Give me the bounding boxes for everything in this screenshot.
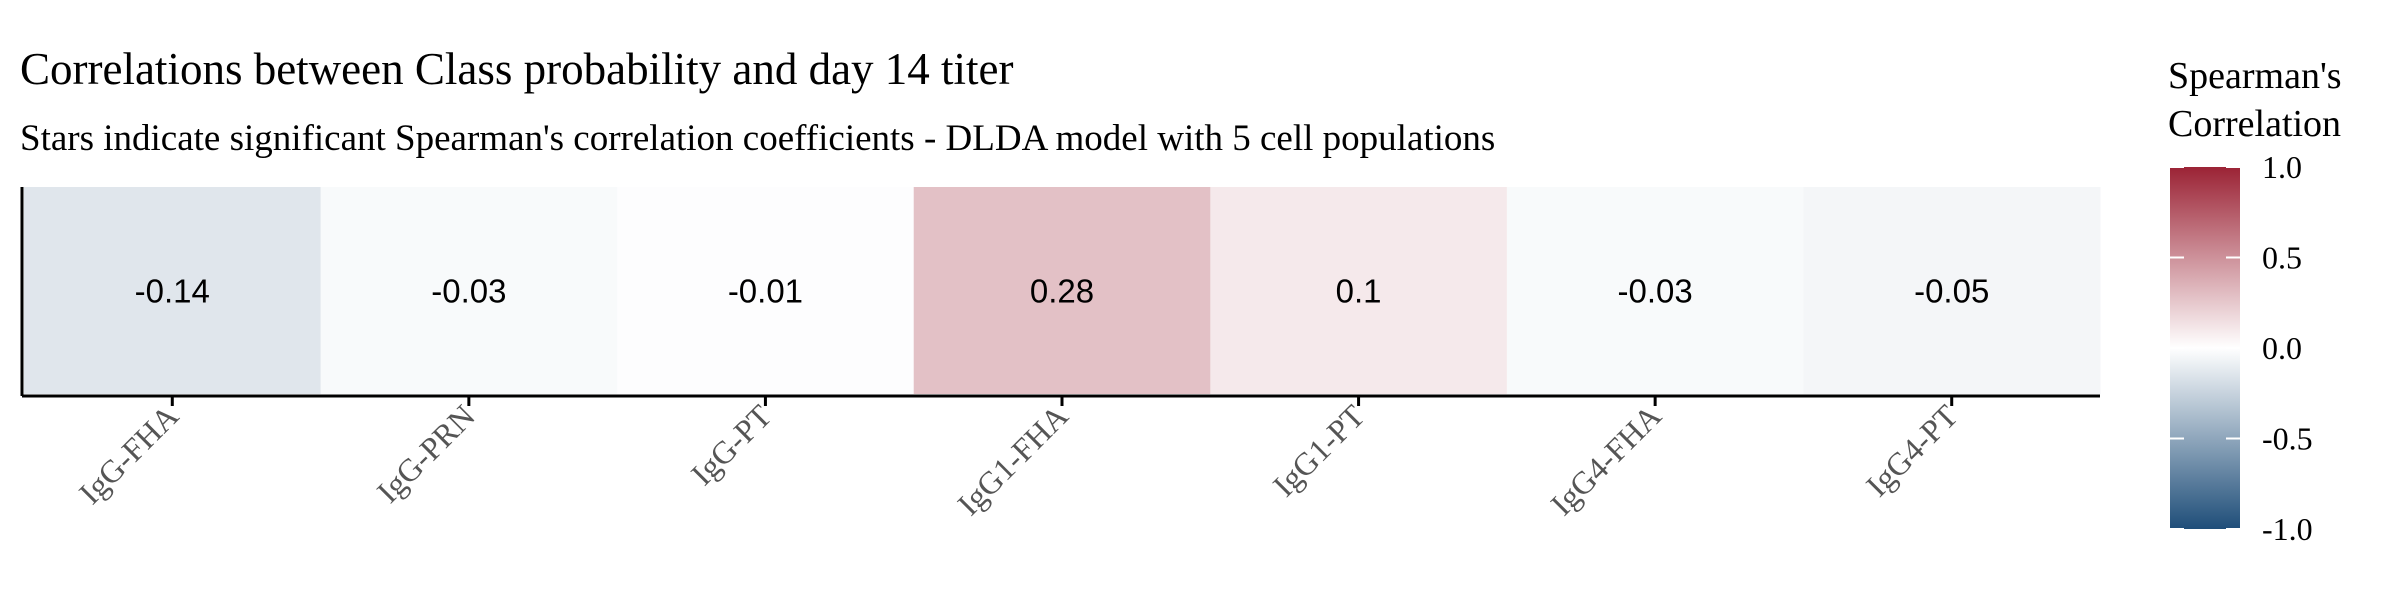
legend-tick-label: 0.0 bbox=[2262, 330, 2302, 366]
cell-value-label: -0.03 bbox=[431, 273, 506, 310]
legend-tick-label: -1.0 bbox=[2262, 511, 2313, 547]
cell-value-label: 0.1 bbox=[1336, 273, 1382, 310]
legend-ticks: 1.0 0.5 0.0 -0.5 -1.0 bbox=[2170, 149, 2313, 547]
heatmap-tile bbox=[1803, 187, 2101, 394]
cell-value-label: -0.03 bbox=[1618, 273, 1693, 310]
heatmap-tile bbox=[913, 187, 1211, 394]
heatmap-tiles bbox=[24, 187, 2101, 394]
x-axis-labels: IgG-FHA IgG-PRN IgG-PT IgG1-FHA IgG1-PT IgG4-… bbox=[72, 397, 1965, 522]
x-tick-label: IgG4-FHA bbox=[1543, 397, 1668, 522]
x-tick-label: IgG1-PT bbox=[1266, 397, 1372, 503]
x-axis-ticks bbox=[170, 396, 1954, 406]
cell-value-label: 0.28 bbox=[1030, 273, 1094, 310]
x-tick-label: IgG4-PT bbox=[1859, 397, 1965, 503]
legend-title-line1: Spearman's bbox=[2168, 55, 2342, 97]
legend-tick-label: -0.5 bbox=[2262, 421, 2313, 457]
legend-title-line2: Correlation bbox=[2168, 103, 2341, 145]
x-tick-label: IgG-PRN bbox=[370, 397, 482, 509]
heatmap-tile bbox=[24, 187, 322, 394]
legend-tick-label: 0.5 bbox=[2262, 240, 2302, 276]
x-tick-label: IgG1-FHA bbox=[950, 397, 1075, 522]
cell-value-labels: -0.14 -0.03 -0.01 0.28 0.1 -0.03 -0.05 bbox=[135, 273, 1990, 310]
x-tick-label: IgG-FHA bbox=[72, 397, 185, 510]
x-tick-label: IgG-PT bbox=[684, 397, 779, 492]
legend-tick-label: 1.0 bbox=[2262, 149, 2302, 185]
heatmap-tile bbox=[1506, 187, 1804, 394]
cell-value-label: -0.01 bbox=[728, 273, 803, 310]
heatmap-tile bbox=[320, 187, 618, 394]
chart-title: Correlations between Class probability a… bbox=[20, 44, 1014, 94]
chart-subtitle: Stars indicate significant Spearman's co… bbox=[20, 118, 1495, 159]
heatmap-tile bbox=[617, 187, 915, 394]
heatmap-tile bbox=[1210, 187, 1508, 394]
cell-value-label: -0.14 bbox=[135, 273, 210, 310]
cell-value-label: -0.05 bbox=[1914, 273, 1989, 310]
